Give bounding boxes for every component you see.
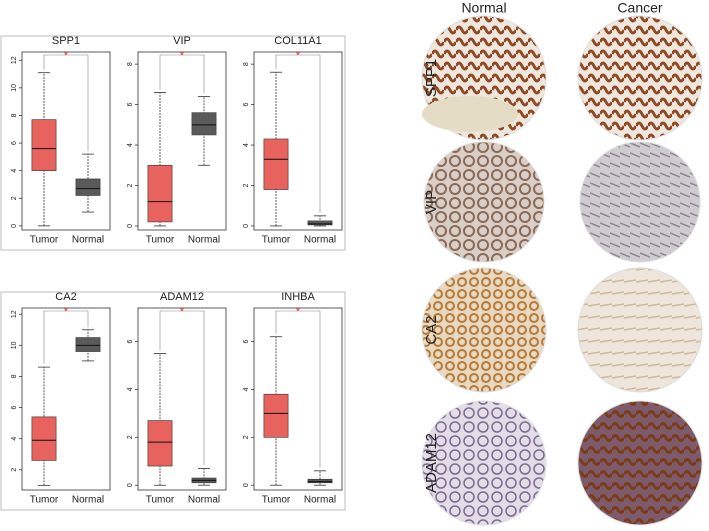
y-tick-label: 6 [127,103,134,107]
tissue-image [579,141,701,263]
y-tick-label: 6 [11,141,18,145]
plot-area [137,51,227,231]
plot-area [253,51,343,231]
x-tick-label: Tumor [262,235,291,246]
box [307,478,333,484]
row-label: ADAM12 [423,433,440,493]
y-tick-label: 8 [11,113,18,117]
chart-title: INHBA [281,291,315,303]
y-tick-label: 0 [243,224,250,228]
y-tick-label: 0 [127,483,134,487]
y-tick-label: 8 [11,374,18,378]
x-tick-label: Normal [188,495,220,506]
y-tick-label: 4 [127,387,134,391]
y-tick-label: 2 [127,183,134,187]
row-label: VIP [423,190,440,214]
y-tick-label: 6 [127,339,134,343]
column-label: Cancer [617,0,662,16]
y-tick-label: 2 [243,435,250,439]
x-tick-label: Tumor [30,495,59,506]
x-tick-label: Tumor [146,235,175,246]
significance-mark: * [296,307,300,318]
panel-frame [0,291,346,511]
y-tick-label: 4 [11,169,18,173]
y-tick-label: 2 [243,183,250,187]
plot-area [253,307,343,491]
significance-mark: * [64,51,68,62]
x-tick-label: Tumor [262,495,291,506]
significance-mark: * [180,307,184,318]
chart-title: SPP1 [52,35,80,47]
y-tick-label: 8 [127,62,134,66]
y-tick-label: 0 [243,483,250,487]
significance-bracket [159,310,205,466]
column-label: Normal [461,0,506,16]
box [147,420,173,467]
y-tick-label: 2 [11,468,18,472]
tissue-image [421,400,547,526]
tissue-image [421,267,547,393]
y-tick-label: 4 [243,143,250,147]
panel-frame [0,35,346,251]
box [191,112,217,136]
x-tick-label: Tumor [30,235,59,246]
chart-title: ADAM12 [160,291,204,303]
significance-bracket [43,54,89,152]
x-tick-label: Normal [304,495,336,506]
chart-title: COL11A1 [274,35,322,47]
y-tick-label: 6 [243,339,250,343]
plot-area [21,51,111,231]
y-tick-label: 2 [127,435,134,439]
x-tick-label: Normal [72,235,104,246]
y-tick-label: 0 [127,224,134,228]
chart-title: CA2 [55,291,76,303]
y-tick-label: 0 [11,224,18,228]
significance-bracket [275,310,321,468]
x-tick-label: Normal [304,235,336,246]
box [31,416,57,461]
box [75,178,101,196]
box [307,220,333,226]
y-tick-label: 8 [243,62,250,66]
significance-bracket [159,54,205,94]
tissue-images [421,15,703,526]
significance-mark: * [296,51,300,62]
row-label: SPP1 [423,59,440,97]
x-tick-label: Normal [72,495,104,506]
box [263,138,289,190]
y-tick-label: 10 [11,84,18,92]
y-tick-label: 10 [11,341,18,349]
row-label: CA2 [423,315,440,344]
tissue-image [423,141,545,263]
box [263,393,289,438]
significance-bracket [43,310,89,365]
tissue-image [577,267,703,393]
y-tick-label: 4 [11,437,18,441]
significance-mark: * [180,51,184,62]
y-tick-label: 4 [127,143,134,147]
tissue-image [577,15,703,141]
box [75,337,101,352]
plot-area [137,307,227,491]
y-tick-label: 12 [11,56,18,64]
significance-bracket [275,54,321,213]
y-tick-label: 6 [243,103,250,107]
y-tick-label: 2 [11,196,18,200]
x-tick-label: Normal [188,235,220,246]
x-tick-label: Tumor [146,495,175,506]
y-tick-label: 4 [243,387,250,391]
y-tick-label: 12 [11,310,18,318]
tissue-image [422,96,518,132]
tissue-image [577,400,703,526]
significance-mark: * [64,307,68,318]
plot-area [21,307,111,491]
y-tick-label: 6 [11,406,18,410]
box [31,119,57,171]
box [147,164,173,223]
chart-title: VIP [173,35,191,47]
